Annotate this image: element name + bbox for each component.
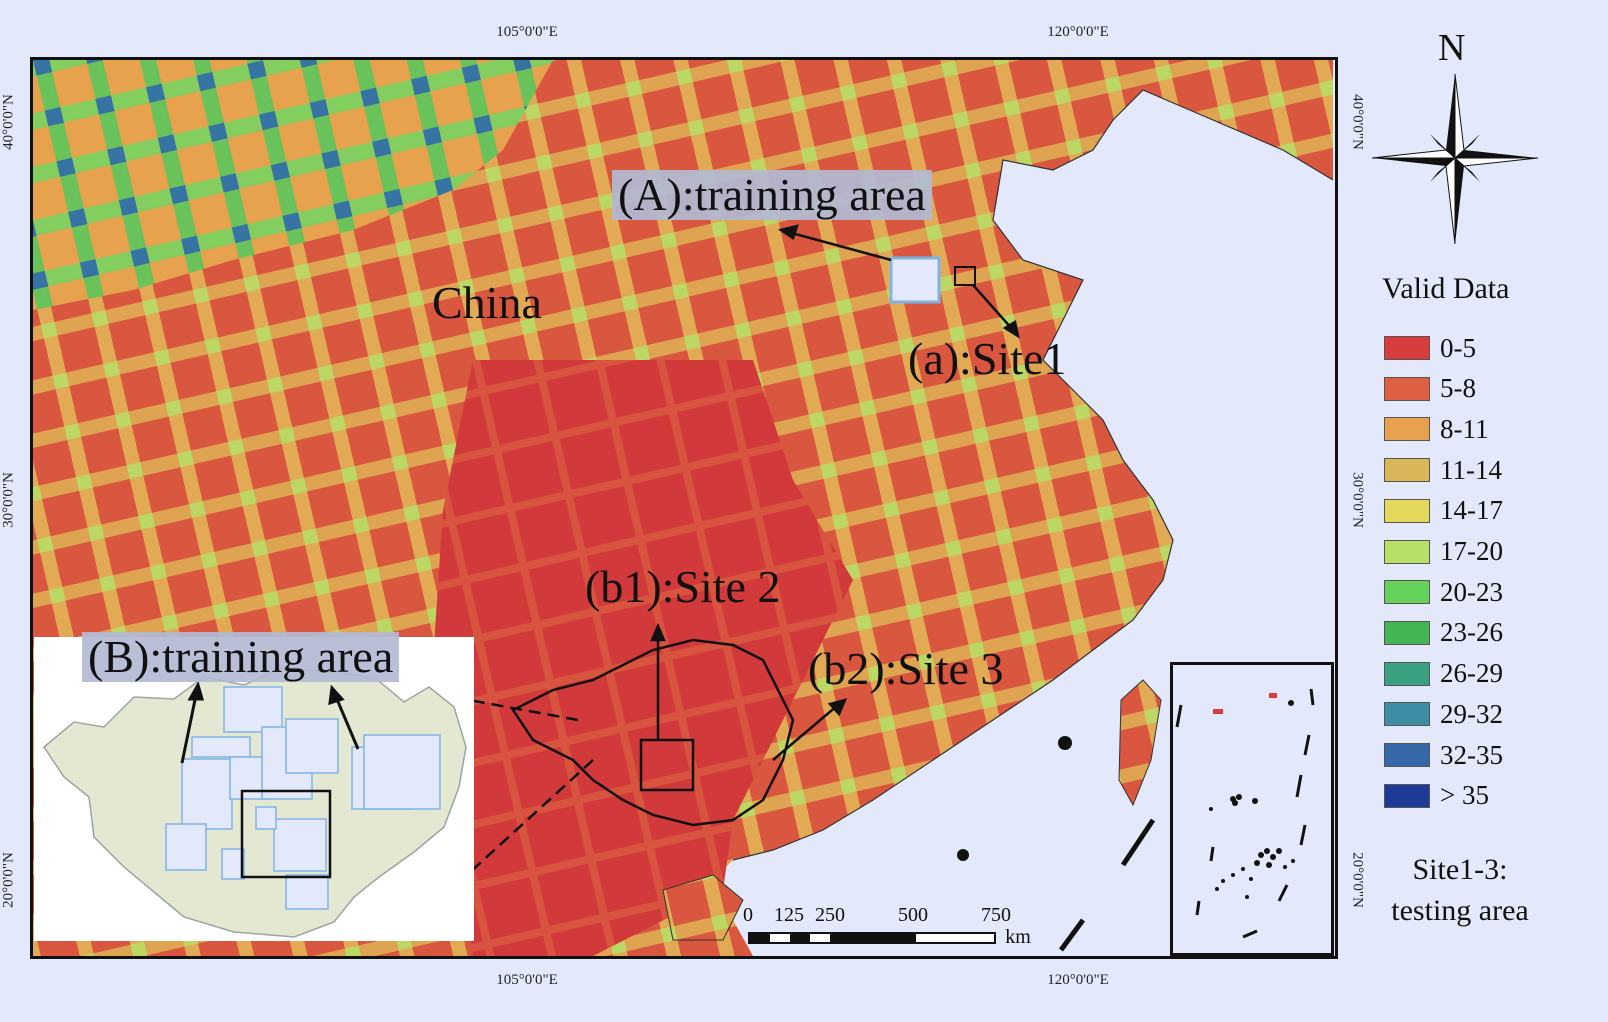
legend-swatch xyxy=(1384,783,1430,808)
island-dot xyxy=(1058,736,1072,750)
inset-panel xyxy=(34,637,474,941)
training-area-a-label: (A):training area xyxy=(612,170,932,220)
legend-item: 17-20 xyxy=(1384,536,1503,566)
scs-islands xyxy=(1209,693,1295,899)
site1-box xyxy=(954,266,976,286)
note-line1: Site1-3: xyxy=(1412,853,1508,886)
low-coverage-region xyxy=(433,360,853,956)
graticule-top-120e: 120°0'0"E xyxy=(1047,24,1109,40)
graticule-top-105e: 105°0'0"E xyxy=(496,24,558,40)
legend-swatch xyxy=(1384,702,1430,727)
note-line2: testing area xyxy=(1391,893,1529,927)
legend-swatch xyxy=(1384,580,1430,605)
legend-item: 20-23 xyxy=(1384,576,1503,607)
scale-bar xyxy=(748,932,996,944)
legend-swatch xyxy=(1384,458,1430,483)
legend-item: 0-5 xyxy=(1384,332,1476,363)
legend-item: 29-32 xyxy=(1384,698,1503,729)
graticule-right-40n: 40°0'0"N xyxy=(1349,94,1366,150)
legend-label: 17-20 xyxy=(1440,536,1503,566)
island-dot xyxy=(957,849,969,861)
site2-box xyxy=(639,738,695,792)
scale-unit: km xyxy=(1005,926,1031,948)
site1-label: (a):Site1 xyxy=(908,333,1067,384)
scale-tick-750: 750 xyxy=(981,904,1011,926)
scale-tick-250: 250 xyxy=(815,904,845,926)
legend-swatch xyxy=(1384,539,1430,564)
inset-region xyxy=(43,666,467,938)
legend-label: 8-11 xyxy=(1440,413,1489,444)
site2-label: (b1):Site 2 xyxy=(585,561,781,612)
site3-label: (b2):Site 3 xyxy=(808,643,1004,694)
island-strip xyxy=(1058,918,1086,952)
south-china-sea-inset xyxy=(1170,662,1334,956)
hainan-island xyxy=(662,874,744,941)
legend-item: 23-26 xyxy=(1384,617,1503,648)
legend-swatch xyxy=(1384,336,1430,360)
taiwan-island xyxy=(1118,679,1162,807)
legend-item: 14-17 xyxy=(1384,495,1503,526)
legend-item: 11-14 xyxy=(1384,454,1502,485)
legend-swatch xyxy=(1384,376,1430,401)
legend-label: 11-14 xyxy=(1440,454,1502,485)
legend-label: 14-17 xyxy=(1440,495,1503,526)
legend-swatch xyxy=(1384,620,1430,645)
scs-canvas xyxy=(1175,688,1315,939)
legend-label: 29-32 xyxy=(1440,698,1503,729)
island-strip xyxy=(1120,818,1156,867)
guangxi-boundary xyxy=(511,638,795,827)
scs-nine-dash-line xyxy=(1175,688,1315,939)
graticule-left-40n: 40°0'0"N xyxy=(0,94,17,150)
legend-label: 20-23 xyxy=(1440,576,1503,607)
graticule-right-30n: 30°0'0"N xyxy=(1349,472,1366,528)
legend-item: 8-11 xyxy=(1384,413,1489,444)
scale-tick-125: 125 xyxy=(774,904,804,926)
country-label: China xyxy=(432,277,542,328)
coastline xyxy=(732,89,1334,861)
graticule-left-20n: 20°0'0"N xyxy=(0,852,17,908)
legend-title: Valid Data xyxy=(1382,272,1510,305)
legend-item: 26-29 xyxy=(1384,658,1503,689)
scale-tick-0: 0 xyxy=(743,904,753,926)
legend-label: 23-26 xyxy=(1440,617,1503,648)
legend-label: 5-8 xyxy=(1440,373,1476,404)
legend-item: > 35 xyxy=(1384,780,1489,811)
north-letter: N xyxy=(1438,27,1466,69)
inset-site2-frame xyxy=(240,789,332,879)
training-area-a-box xyxy=(889,256,941,304)
legend-swatch xyxy=(1384,661,1430,686)
legend-label: 32-35 xyxy=(1440,739,1503,770)
high-coverage-belt xyxy=(33,60,553,310)
legend-label: > 35 xyxy=(1440,780,1489,811)
legend-swatch xyxy=(1384,498,1430,523)
training-area-b-label: (B):training area xyxy=(82,632,400,682)
testing-area-note: Site1-3: testing area xyxy=(1380,850,1540,931)
graticule-left-30n: 30°0'0"N xyxy=(0,472,17,528)
scale-tick-500: 500 xyxy=(898,904,928,926)
legend-swatch xyxy=(1384,417,1430,442)
inset-arrows xyxy=(180,681,360,764)
legend-label: 0-5 xyxy=(1440,332,1476,363)
legend-item: 5-8 xyxy=(1384,373,1476,404)
compass-rose-icon xyxy=(1372,74,1538,244)
graticule-right-20n: 20°0'0"N xyxy=(1349,852,1366,908)
legend-item: 32-35 xyxy=(1384,739,1503,770)
legend-swatch xyxy=(1384,743,1430,767)
inset-training-boxes xyxy=(165,686,441,910)
legend-label: 26-29 xyxy=(1440,658,1503,689)
graticule-bottom-105e: 105°0'0"E xyxy=(496,972,558,988)
inset-canvas xyxy=(43,666,467,938)
graticule-bottom-120e: 120°0'0"E xyxy=(1047,972,1109,988)
